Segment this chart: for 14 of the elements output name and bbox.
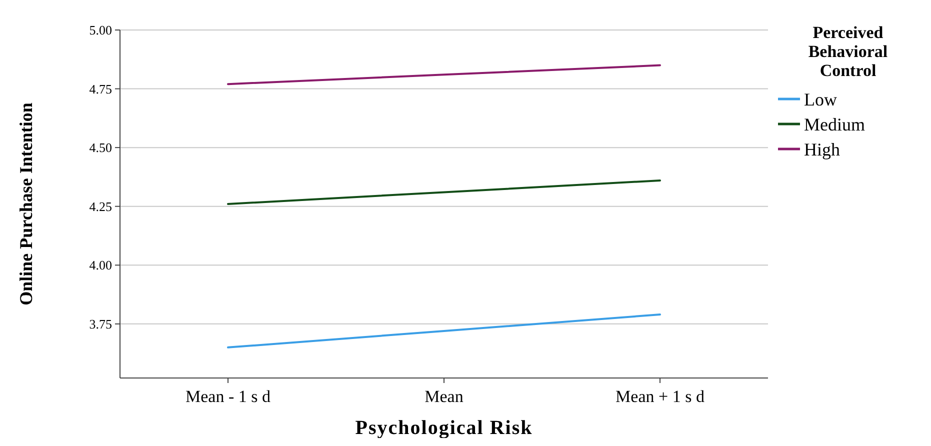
y-tick-label: 4.00 <box>89 258 112 273</box>
legend-title: Perceived Behavioral Control <box>808 23 888 80</box>
x-tick-label: Mean - 1 s d <box>186 387 271 406</box>
y-tick-label: 4.75 <box>89 81 112 96</box>
y-tick-label: 4.25 <box>89 198 112 214</box>
legend-label: Low <box>804 89 837 110</box>
y-tick-label: 5.00 <box>89 22 112 38</box>
y-axis-title: Online Purchase Intention <box>16 102 36 306</box>
x-tick-label: Mean + 1 s d <box>616 387 705 406</box>
y-tick-label: 3.75 <box>89 316 112 332</box>
legend-label: High <box>804 139 840 160</box>
legend-label: Medium <box>804 114 865 134</box>
x-tick-label: Mean <box>424 387 464 406</box>
y-tick-label: 4.50 <box>89 140 112 156</box>
